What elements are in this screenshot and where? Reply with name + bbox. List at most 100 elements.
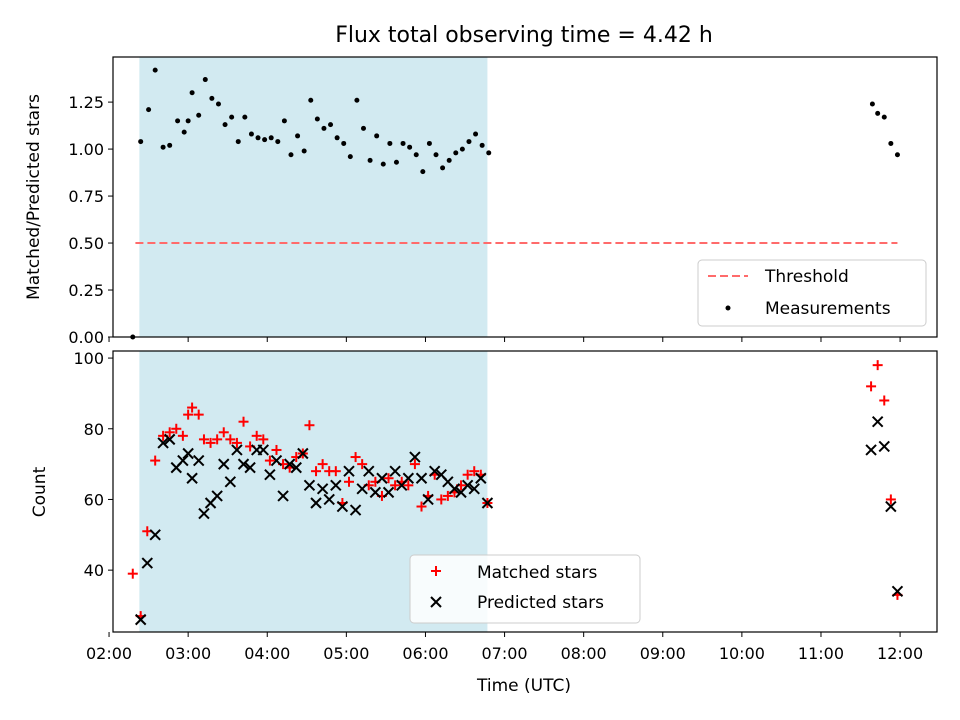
- predicted-star-point: [277, 490, 289, 502]
- measurement-point: [453, 150, 459, 156]
- matched-star-point: [416, 501, 427, 512]
- matched-star-point: [383, 473, 394, 484]
- y-tick-label: 100: [73, 349, 104, 368]
- matched-star-point: [193, 409, 204, 420]
- matched-star-point: [183, 409, 194, 420]
- matched-star-point: [330, 466, 341, 477]
- count-x-ticks: 02:00 03:00 04:00 05:00 06:00 07:00 08:00 09:00…: [86, 632, 923, 663]
- measurement-point: [185, 118, 191, 124]
- x-tick-label: 07:00: [482, 644, 528, 663]
- ratio-axes-frame: [112, 56, 938, 338]
- y-tick-label: 0.00: [68, 328, 104, 347]
- chart-title: Flux total observing time = 4.42 h: [335, 23, 713, 48]
- measurement-point: [334, 135, 340, 141]
- measurement-point: [175, 118, 181, 124]
- measurement-point: [360, 125, 366, 131]
- matched-star-point: [311, 466, 322, 477]
- measurement-point: [262, 137, 268, 143]
- ratio-y-axis-label: Matched/Predicted stars: [24, 94, 44, 300]
- predicted-star-point: [270, 454, 283, 467]
- measurement-point: [446, 157, 452, 163]
- ratio-panel: 0.00 0.25 0.50 0.75 1.00 1.25 Matched/Predict…: [24, 56, 938, 347]
- predicted-star-point: [231, 444, 243, 456]
- y-tick-label: 0.25: [68, 281, 104, 300]
- measurement-point: [181, 129, 187, 135]
- matched-star-point: [218, 427, 229, 438]
- predicted-star-point: [878, 440, 890, 453]
- matched-star-point: [350, 452, 361, 463]
- x-axis-label: Time (UTC): [476, 676, 571, 696]
- matched-star-point: [442, 490, 453, 501]
- y-tick-label: 60: [84, 490, 104, 509]
- measurement-point: [328, 122, 334, 128]
- count-y-ticks: 40 60 80 100: [73, 349, 113, 580]
- measurement-point: [242, 114, 248, 120]
- measurement-point: [440, 165, 446, 171]
- measurement-point: [479, 142, 485, 148]
- predicted-star-point: [336, 500, 349, 513]
- legend-threshold-label: Threshold: [764, 267, 849, 287]
- measurement-point: [374, 133, 380, 139]
- matched-star-point: [271, 444, 282, 455]
- predicted-star-point: [283, 458, 296, 470]
- observing-interval-band: [139, 57, 488, 337]
- measurement-point: [875, 110, 881, 116]
- x-tick-label: 08:00: [561, 644, 607, 663]
- measurement-point: [229, 114, 235, 120]
- x-tick-label: 12:00: [877, 644, 923, 663]
- y-tick-label: 1.25: [68, 93, 104, 112]
- legend-predicted-label: Predicted stars: [477, 593, 604, 613]
- predicted-star-point: [481, 497, 494, 509]
- predicted-star-point: [290, 461, 302, 474]
- x-tick-label: 11:00: [798, 644, 844, 663]
- legend-matched-label: Matched stars: [477, 563, 597, 583]
- matched-star-point: [187, 402, 198, 413]
- measurement-point: [380, 161, 386, 167]
- measurement-point: [295, 133, 301, 139]
- matched-star-point: [164, 427, 175, 438]
- measurement-point: [426, 140, 432, 146]
- measurement-point: [354, 97, 360, 103]
- matched-star-point: [264, 455, 275, 466]
- measurement-point: [341, 140, 347, 146]
- measurement-point: [301, 148, 307, 154]
- measurement-point: [400, 140, 406, 146]
- count-legend: Matched stars Predicted stars: [409, 554, 641, 624]
- predicted-star-point: [389, 465, 401, 477]
- legend-measurements-swatch: [725, 305, 731, 311]
- matched-star-point: [469, 466, 480, 477]
- y-tick-label: 0.75: [68, 187, 104, 206]
- predicted-star-point: [468, 483, 480, 495]
- measurement-point: [275, 139, 281, 145]
- count-legend-box: [409, 554, 641, 624]
- predicted-star-point: [428, 465, 441, 477]
- predicted-star-point: [323, 493, 335, 506]
- predicted-star-point: [141, 557, 153, 569]
- measurement-point: [268, 135, 274, 141]
- predicted-star-point: [343, 465, 355, 477]
- measurement-point: [202, 77, 208, 83]
- matched-star-point: [205, 437, 216, 448]
- predicted-star-point: [186, 472, 198, 484]
- measurement-point: [248, 131, 254, 137]
- measurement-point: [196, 112, 202, 118]
- predicted-star-point: [244, 461, 256, 474]
- predicted-star-point: [349, 504, 362, 516]
- measurement-point: [288, 152, 294, 158]
- matched-star-point: [872, 360, 883, 371]
- measurement-point: [459, 146, 465, 152]
- ratio-marks: [130, 67, 900, 340]
- measurement-point: [152, 67, 158, 73]
- measurement-point: [160, 144, 166, 150]
- measurement-point: [222, 122, 228, 128]
- measurement-point: [894, 152, 900, 158]
- x-tick-label: 06:00: [402, 644, 448, 663]
- matched-star-point: [212, 434, 223, 445]
- matched-star-point: [238, 416, 249, 427]
- matched-star-point: [258, 434, 269, 445]
- predicted-star-point: [149, 529, 161, 541]
- matched-star-point: [885, 494, 896, 505]
- predicted-star-point: [297, 447, 309, 460]
- measurement-point: [146, 107, 152, 113]
- predicted-star-point: [198, 507, 210, 520]
